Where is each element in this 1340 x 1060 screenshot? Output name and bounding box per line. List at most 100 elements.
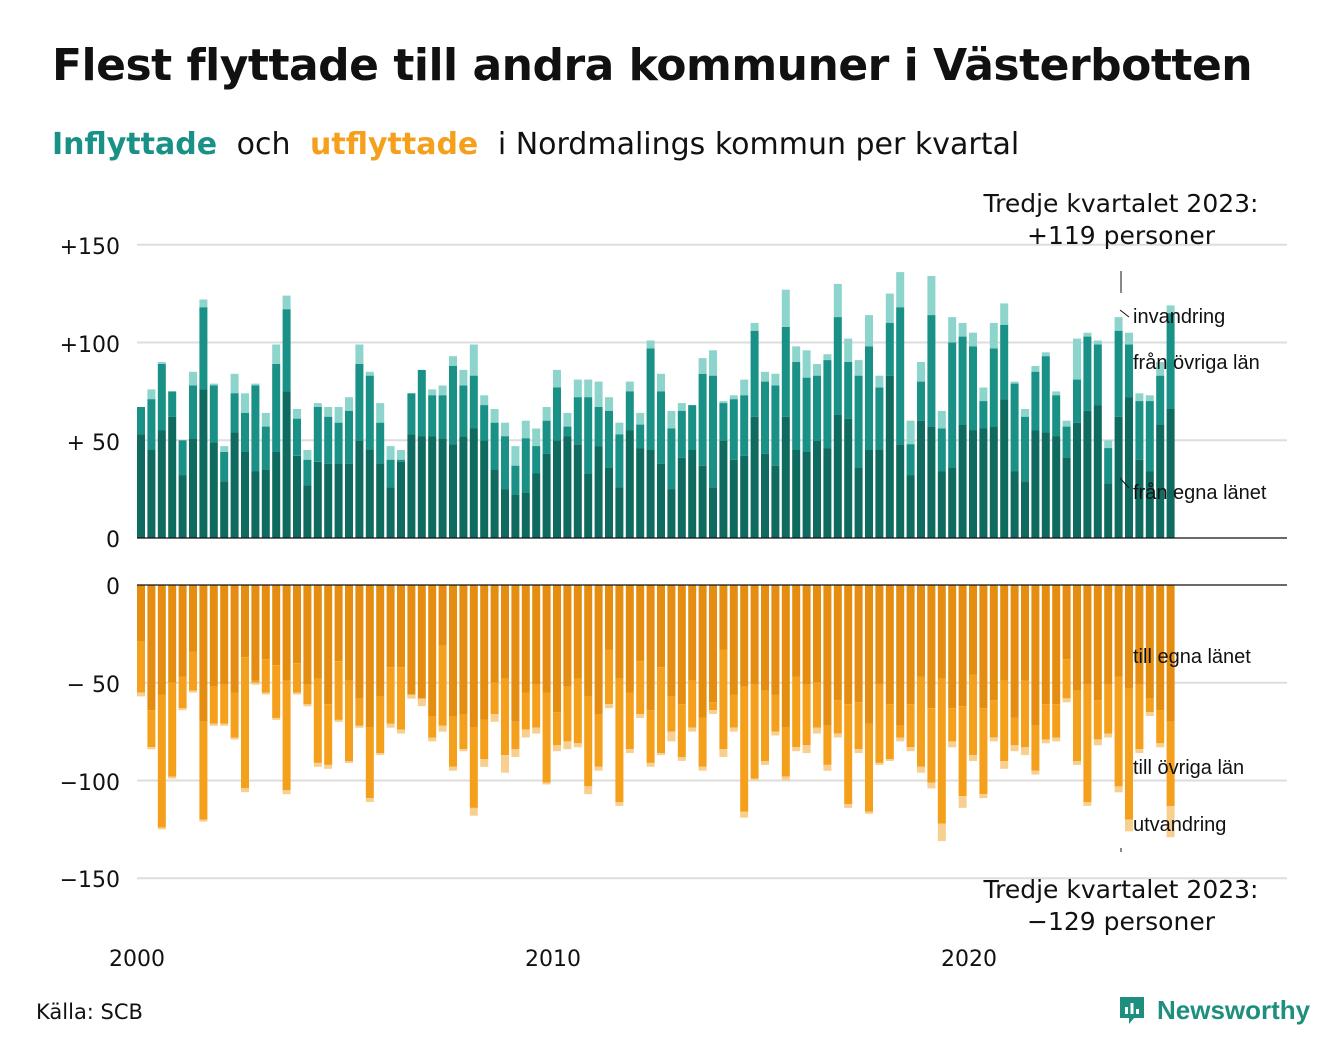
bar-in-other [958,336,967,425]
bar-out-own [1021,585,1029,681]
bar-out-other [958,706,967,797]
bar-in-other [594,407,603,447]
bar-in-own [355,440,364,539]
bar-out-other [220,684,229,724]
label-fran-ovriga-lan: från övriga län [1133,352,1260,374]
bar-out-emigration [469,807,478,816]
bar-in-other [542,420,551,454]
bar-in-immigration [573,379,582,398]
bar-in-other [677,410,686,458]
bar-in-immigration [625,381,634,392]
bar-out-own [293,585,301,664]
bar-out-own [750,585,759,685]
bar-in-immigration [937,410,946,429]
bar-in-own [199,389,208,538]
bar-in-own [178,475,187,538]
bar-out-own [573,585,582,679]
bar-in-own [490,469,499,538]
bar-in-immigration [449,356,457,366]
bar-out-own [906,585,915,705]
bar-in-own [615,487,624,538]
bar-in-immigration [948,317,957,343]
bar-in-immigration [376,403,385,423]
subtitle-rest: i Nordmalings kommun per kvartal [497,127,1020,162]
bar-out-emigration [1135,749,1144,754]
bar-in-own [813,440,821,539]
bar-out-own [511,585,520,722]
bar-in-immigration [657,373,665,392]
bar-out-other [823,725,832,765]
bar-in-own [646,450,655,538]
bar-out-other [241,657,249,789]
bar-in-immigration [230,373,239,394]
bar-out-other [937,678,946,824]
bar-out-other [989,700,998,738]
bar-out-emigration [573,743,582,748]
bar-out-emigration [927,782,936,789]
bar-out-other [698,717,707,767]
bar-in-other [334,422,343,464]
bar-in-own [1052,436,1061,538]
bar-in-other [615,434,624,488]
bar-in-own [1041,432,1050,538]
bar-in-own [605,467,613,538]
bar-out-other [833,700,842,734]
ytick-in-50: + 50 [67,431,120,456]
bar-out-other [979,708,988,795]
bar-in-own [303,485,312,538]
bar-in-other [251,385,260,472]
bar-out-emigration [896,737,905,742]
bar-out-emigration [854,749,863,754]
bar-out-other [709,702,717,711]
bar-in-other [220,452,229,482]
bar-in-immigration [293,409,301,419]
bar-in-own [781,416,790,538]
bar-out-other [948,708,957,742]
bar-out-other [261,659,270,693]
bar-out-other [657,667,665,754]
bar-out-emigration [1021,747,1029,756]
bar-out-emigration [813,727,821,734]
bar-out-emigration [376,753,385,756]
bar-in-other [272,364,281,452]
bar-in-immigration [1031,366,1040,372]
bar-out-other [230,692,239,738]
bar-in-other [345,410,353,464]
bar-in-immigration [750,322,759,331]
bar-in-own [417,436,426,538]
bar-in-own [584,473,593,538]
bar-out-other [761,690,769,761]
bar-in-immigration [792,346,801,362]
bar-in-immigration [1093,340,1102,345]
bar-out-other [802,684,811,746]
bar-out-other [303,684,312,705]
bar-out-emigration [168,776,177,779]
bar-in-immigration [428,389,437,396]
bar-in-other [230,393,239,433]
bar-out-own [823,585,832,726]
bar-out-other [844,704,853,804]
bar-out-own [937,585,946,679]
bar-in-other [750,330,759,417]
bar-in-other [355,364,364,441]
bar-in-immigration [719,401,728,404]
bar-out-own [677,585,686,705]
bar-in-other [771,385,780,466]
bar-out-own [386,585,395,668]
bar-out-emigration [1083,802,1092,806]
bar-in-own [667,489,676,538]
bar-out-other [293,663,301,693]
bar-in-immigration [709,350,717,376]
bar-out-other [605,649,613,705]
bar-out-own [917,585,925,677]
bar-in-other [688,405,697,451]
bar-in-other [1093,344,1102,406]
bar-out-own [449,585,457,716]
bar-out-emigration [1031,770,1040,775]
bar-in-own [1083,410,1092,538]
subtitle-in-word: Inflyttade [52,127,218,162]
bar-out-own [885,585,894,705]
bar-out-own [563,585,572,687]
bar-out-own [958,585,967,707]
bar-in-own [750,416,759,538]
